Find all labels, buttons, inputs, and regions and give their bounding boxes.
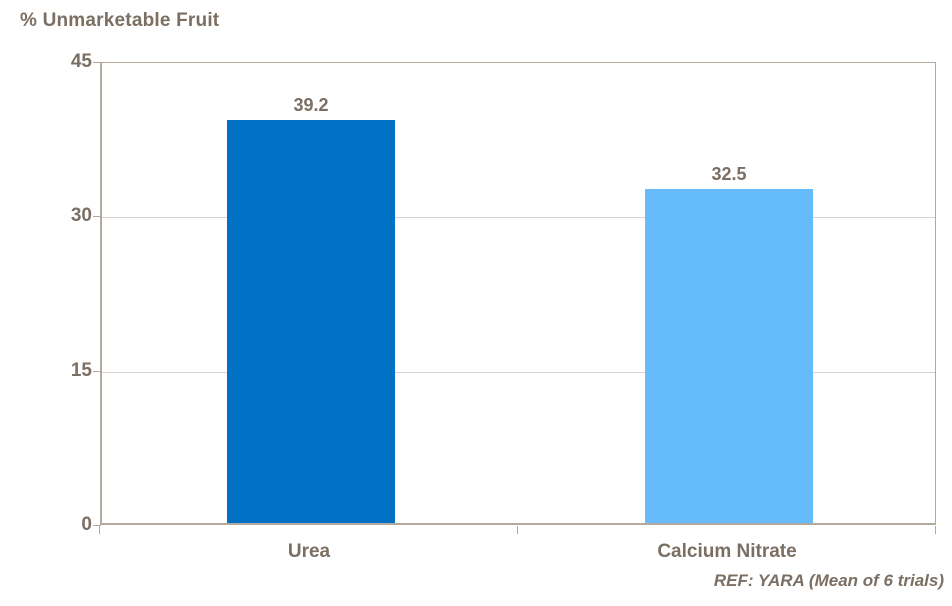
x-axis-tick-mark: [935, 526, 936, 534]
plot-area: 39.2 32.5: [100, 62, 936, 525]
y-axis-tick-mark: [93, 62, 101, 63]
y-axis-tick-label: 15: [70, 359, 92, 381]
bar-urea: [227, 119, 395, 523]
y-axis-tick-label: 0: [81, 514, 92, 535]
x-axis-category-label: Urea: [287, 541, 331, 562]
chart-title: % Unmarketable Fruit: [20, 10, 220, 31]
gridline-y-30: [102, 217, 935, 219]
gridline-y-15: [102, 371, 935, 373]
y-axis-tick-label: 30: [70, 205, 92, 227]
x-axis-category-label: Calcium Nitrate: [657, 541, 797, 562]
bar-calcium-nitrate: [645, 188, 813, 523]
y-axis-tick-mark: [93, 525, 101, 526]
y-axis-tick-label: 45: [70, 51, 92, 72]
y-axis-tick-mark: [93, 216, 101, 217]
chart-footnote: REF: YARA (Mean of 6 trials): [713, 571, 944, 590]
bar-value-label: 32.5: [711, 163, 747, 184]
x-axis-tick-mark: [99, 526, 100, 534]
x-axis-tick-mark: [517, 526, 518, 534]
bar-value-label: 39.2: [293, 94, 329, 115]
y-axis-tick-mark: [93, 371, 101, 372]
